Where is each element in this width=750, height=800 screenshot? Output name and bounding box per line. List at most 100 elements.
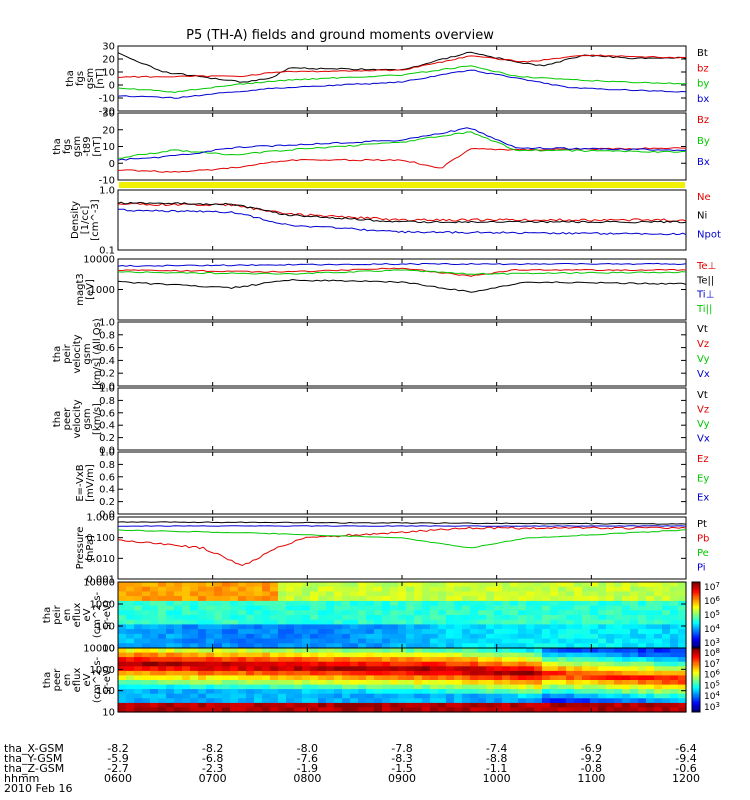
ion-spectrogram-cell <box>350 629 359 635</box>
ion-spectrogram-cell <box>574 591 583 597</box>
ion-spectrogram-cell <box>606 624 615 630</box>
ion-spectrogram-cell <box>390 624 399 630</box>
ion-spectrogram-cell <box>278 638 287 644</box>
ion-spectrogram-cell <box>302 619 311 625</box>
ion-colorbar <box>692 634 700 638</box>
ion-spectrogram-cell <box>214 600 223 607</box>
electron-spectrogram-cell <box>654 693 663 699</box>
ion-spectrogram-cell <box>206 624 215 630</box>
electron-spectrogram-cell <box>182 707 191 713</box>
electron-spectrogram-cell <box>302 661 311 667</box>
electron-spectrogram-cell <box>158 707 167 713</box>
ion-spectrogram-cell <box>246 633 255 640</box>
electron-spectrogram-cell <box>142 675 151 681</box>
electron-spectrogram-cell <box>646 702 655 709</box>
ion-spectrogram-cell <box>270 615 279 621</box>
ion-spectrogram-cell <box>142 586 151 592</box>
electron-spectrogram-cell <box>438 698 447 704</box>
ion-spectrogram-cell <box>310 624 319 630</box>
electron-spectrogram-cell <box>502 684 511 690</box>
electron-spectrogram-cell <box>486 698 495 704</box>
ion-spectrogram-cell <box>126 591 135 597</box>
y-tick-label: 1000 <box>90 600 115 611</box>
ion-spectrogram-cell <box>654 638 663 644</box>
legend-entry: bz <box>697 63 709 74</box>
ion-spectrogram-cell <box>598 591 607 597</box>
electron-spectrogram-cell <box>606 648 615 654</box>
ion-spectrogram-cell <box>502 619 511 625</box>
electron-spectrogram-cell <box>334 657 343 663</box>
electron-spectrogram-cell <box>398 684 407 690</box>
ion-spectrogram-cell <box>390 591 399 597</box>
ion-spectrogram-cell <box>134 624 143 630</box>
electron-spectrogram-cell <box>166 675 175 681</box>
ion-spectrogram-cell <box>270 643 279 649</box>
ion-spectrogram-cell <box>158 619 167 625</box>
electron-spectrogram-cell <box>678 652 687 658</box>
electron-spectrogram-cell <box>550 652 559 658</box>
ion-spectrogram-cell <box>542 586 551 592</box>
electron-colorbar <box>692 660 700 664</box>
electron-spectrogram-cell <box>638 693 647 699</box>
electron-spectrogram-cell <box>670 684 679 690</box>
ion-spectrogram-cell <box>606 615 615 621</box>
electron-spectrogram-cell <box>302 693 311 699</box>
ion-spectrogram-cell <box>510 610 519 616</box>
electron-spectrogram-cell <box>590 652 599 658</box>
electron-spectrogram-cell <box>294 680 303 686</box>
ion-spectrogram-cell <box>558 624 567 630</box>
ion-spectrogram-cell <box>654 582 663 588</box>
electron-spectrogram-cell <box>366 661 375 667</box>
ion-spectrogram-cell <box>510 600 519 607</box>
ion-spectrogram-cell <box>366 610 375 616</box>
legend-entry: Vt <box>697 324 708 335</box>
ion-spectrogram-cell <box>198 624 207 630</box>
electron-spectrogram-cell <box>430 707 439 713</box>
y-tick-label: 100 <box>96 622 115 633</box>
y-axis-label-line: en <box>62 674 73 687</box>
ion-spectrogram-cell <box>294 591 303 597</box>
y-axis-label-line: tha <box>52 346 63 362</box>
electron-spectrogram-cell <box>606 661 615 667</box>
electron-spectrogram-cell <box>358 652 367 658</box>
electron-spectrogram-cell <box>350 698 359 704</box>
ion-spectrogram-cell <box>158 605 167 611</box>
by-line <box>117 65 687 94</box>
electron-spectrogram-cell <box>566 661 575 667</box>
electron-spectrogram-cell <box>182 680 191 686</box>
electron-spectrogram-cell <box>182 702 191 709</box>
electron-spectrogram-cell <box>182 648 191 654</box>
ion-spectrogram-cell <box>510 605 519 611</box>
ion-spectrogram-cell <box>270 591 279 597</box>
ion-spectrogram-cell <box>286 619 295 625</box>
electron-spectrogram-cell <box>158 675 167 681</box>
electron-spectrogram-cell <box>374 689 383 695</box>
electron-spectrogram-cell <box>462 702 471 709</box>
electron-spectrogram-cell <box>494 661 503 667</box>
electron-spectrogram-cell <box>214 670 223 677</box>
electron-spectrogram-cell <box>342 666 351 672</box>
ion-spectrogram-cell <box>150 619 159 625</box>
electron-spectrogram-cell <box>510 657 519 663</box>
ion-colorbar <box>692 628 700 631</box>
electron-spectrogram-cell <box>374 675 383 681</box>
ion-spectrogram-cell <box>534 605 543 611</box>
ion-spectrogram-cell <box>662 615 671 621</box>
y-axis-label-line: peir <box>52 604 63 624</box>
electron-spectrogram-cell <box>166 666 175 672</box>
ion-spectrogram-cell <box>270 600 279 607</box>
electron-spectrogram-cell <box>430 648 439 654</box>
electron-colorbar <box>692 688 700 692</box>
ion-spectrogram-cell <box>366 596 375 602</box>
ion-spectrogram-cell <box>654 610 663 616</box>
electron-spectrogram-cell <box>670 652 679 658</box>
ion-spectrogram-cell <box>326 600 335 607</box>
electron-spectrogram-cell <box>270 680 279 686</box>
electron-spectrogram-cell <box>374 657 383 663</box>
ion-spectrogram-cell <box>150 605 159 611</box>
electron-spectrogram-cell <box>278 666 287 672</box>
ion-colorbar <box>692 617 700 620</box>
ion-spectrogram-cell <box>174 600 183 607</box>
ion-spectrogram-cell <box>534 596 543 602</box>
electron-spectrogram-cell <box>614 670 623 677</box>
